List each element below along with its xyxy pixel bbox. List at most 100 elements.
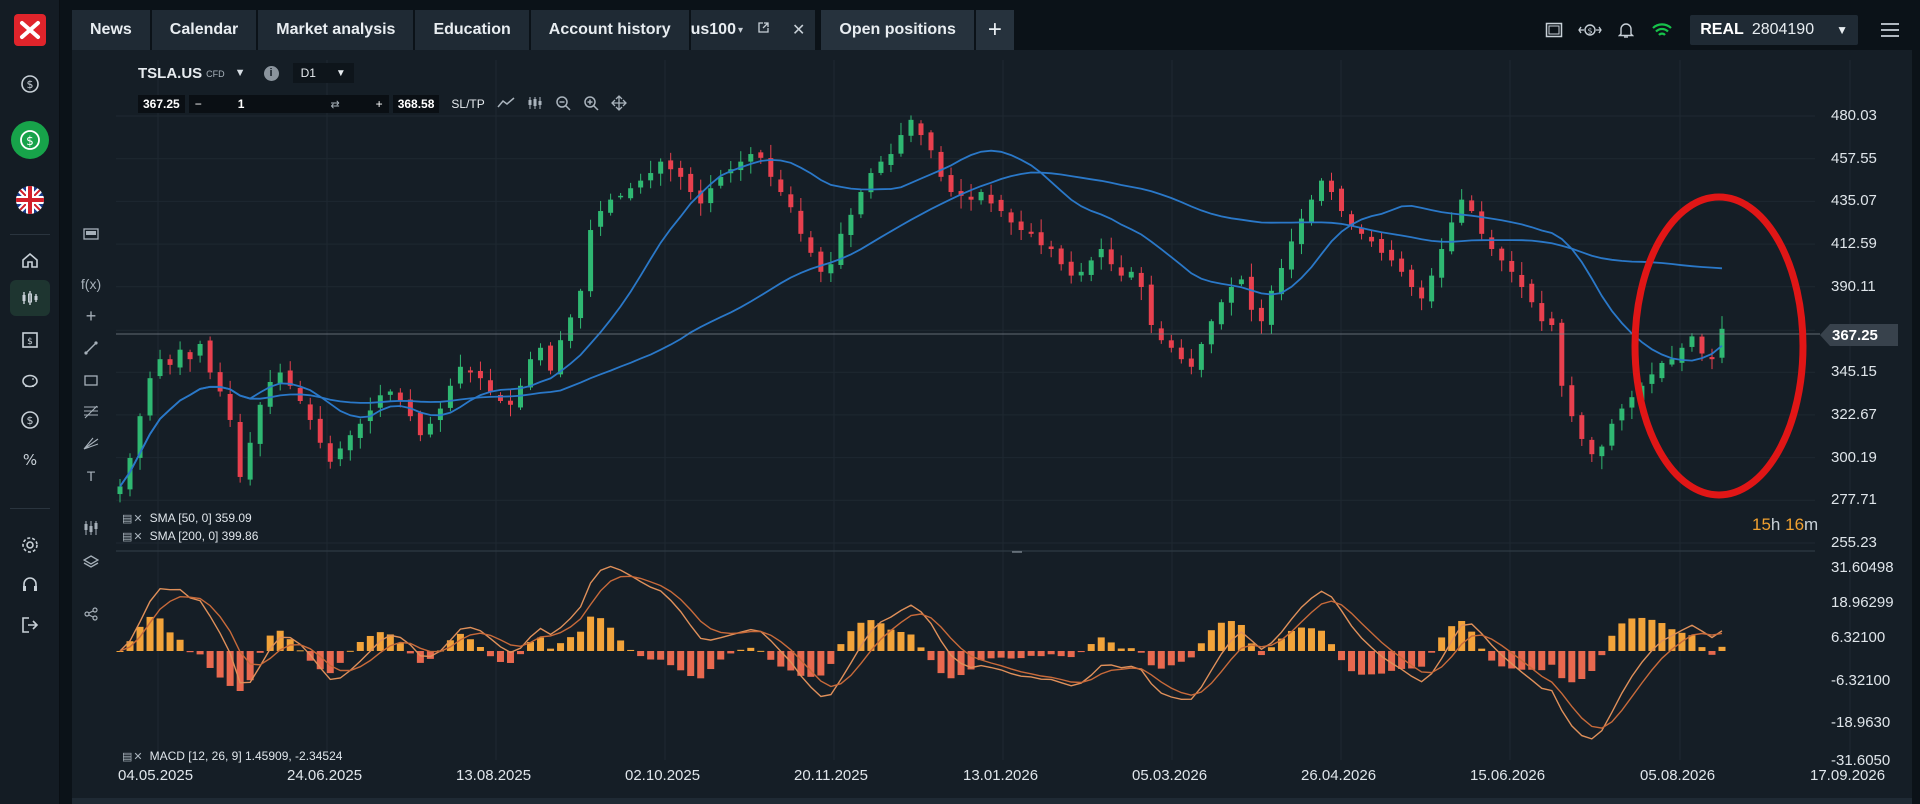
macd-hist-bar bbox=[1267, 647, 1275, 651]
price-tick-label: 480.03 bbox=[1831, 107, 1877, 124]
bear-candle bbox=[778, 179, 784, 193]
plus-icon[interactable]: + bbox=[375, 97, 383, 111]
tab-education[interactable]: Education bbox=[415, 10, 531, 50]
macd-tick-label: 18.96299 bbox=[1831, 594, 1894, 611]
macd-hist-bar bbox=[617, 640, 625, 651]
sltp-button[interactable]: SL/TP bbox=[451, 97, 485, 111]
bull-candle bbox=[588, 230, 594, 292]
bull-candle bbox=[888, 154, 894, 165]
window-icon[interactable] bbox=[1536, 15, 1572, 45]
macd-legend[interactable]: ▤✕ MACD [12, 26, 9] 1.45909, -2.34524 bbox=[122, 749, 342, 763]
external-link-icon[interactable] bbox=[757, 21, 770, 39]
percent-icon[interactable]: % bbox=[10, 442, 50, 478]
add-tab-button[interactable]: + bbox=[975, 10, 1016, 50]
macd-hist-bar bbox=[1007, 651, 1015, 659]
settings-close-icon[interactable]: ▤✕ bbox=[122, 530, 144, 543]
tab-calendar[interactable]: Calendar bbox=[151, 10, 259, 50]
account-selector[interactable]: REAL 2804190 ▼ bbox=[1690, 15, 1858, 45]
layers-icon[interactable] bbox=[78, 552, 104, 572]
account-number: 2804190 bbox=[1751, 21, 1815, 38]
minus-icon[interactable]: − bbox=[194, 97, 202, 111]
sma50-line bbox=[119, 149, 1723, 488]
chart-icon[interactable] bbox=[10, 280, 50, 316]
tab-account-history[interactable]: Account history bbox=[530, 10, 691, 50]
crosshair-icon[interactable]: + bbox=[85, 305, 97, 326]
macd-hist-bar bbox=[1037, 651, 1045, 657]
tab-open-positions[interactable]: Open positions bbox=[821, 10, 976, 50]
bottom-panel-strip bbox=[72, 798, 1912, 804]
tab-label: Market analysis bbox=[276, 21, 396, 38]
news-icon[interactable]: $ bbox=[10, 322, 50, 358]
bull-candle bbox=[738, 161, 744, 171]
bull-candle bbox=[1659, 362, 1665, 379]
macd-hist-bar bbox=[537, 637, 545, 651]
bear-candle bbox=[1329, 180, 1335, 193]
sma200-legend[interactable]: ▤✕ SMA [200, 0] 399.86 bbox=[122, 529, 258, 543]
function-icon[interactable]: f(x) bbox=[80, 276, 102, 292]
caret-down-icon[interactable]: ▼ bbox=[234, 67, 246, 79]
bull-candle bbox=[608, 199, 614, 213]
logout-icon[interactable] bbox=[10, 607, 50, 643]
macd-hist-bar bbox=[1438, 637, 1446, 651]
caret-down-icon[interactable]: ▾ bbox=[737, 24, 743, 36]
settings-icon[interactable] bbox=[10, 527, 50, 563]
chart-panel[interactable] bbox=[72, 50, 1912, 804]
macd-hist-bar bbox=[827, 651, 835, 664]
transfer-icon[interactable]: $ bbox=[1572, 15, 1608, 45]
line-chart-icon[interactable] bbox=[497, 96, 515, 113]
headset-icon[interactable] bbox=[10, 567, 50, 603]
rectangle-icon[interactable] bbox=[78, 370, 104, 390]
sell-price-button[interactable]: 367.25 bbox=[138, 95, 185, 113]
share-icon[interactable] bbox=[78, 604, 104, 624]
dollar-icon[interactable]: $ bbox=[10, 66, 50, 102]
bull-candle bbox=[878, 161, 884, 173]
bear-candle bbox=[1529, 283, 1535, 303]
macd-lines bbox=[119, 565, 1723, 740]
trend-line-icon[interactable] bbox=[78, 338, 104, 358]
dollar-active-icon[interactable]: $ bbox=[10, 121, 50, 159]
zoom-out-icon[interactable] bbox=[555, 95, 571, 114]
tab-symbol-us100[interactable]: us100 ▾ ✕ bbox=[690, 10, 818, 50]
bell-icon[interactable] bbox=[1608, 15, 1644, 45]
macd-hist-bar bbox=[1077, 651, 1085, 653]
macd-hist-bar bbox=[1398, 651, 1406, 669]
quantity-stepper[interactable]: − 1 ⇄ + bbox=[188, 95, 389, 113]
info-icon[interactable]: i bbox=[263, 65, 279, 81]
macd-histogram bbox=[116, 616, 1726, 691]
bear-candle bbox=[227, 393, 233, 420]
zoom-in-icon[interactable] bbox=[583, 95, 599, 114]
xtb-logo-icon[interactable] bbox=[10, 12, 50, 48]
macd-hist-bar bbox=[857, 622, 865, 651]
symbol-name[interactable]: TSLA.US bbox=[138, 64, 203, 82]
bull-candle bbox=[1078, 271, 1084, 276]
sma50-legend[interactable]: ▤✕ SMA [50, 0] 359.09 bbox=[122, 511, 252, 525]
move-icon[interactable] bbox=[610, 94, 627, 114]
buy-price-button[interactable]: 368.58 bbox=[392, 95, 440, 113]
close-icon[interactable]: ✕ bbox=[792, 22, 806, 39]
bull-candle bbox=[618, 195, 624, 198]
home-icon[interactable] bbox=[10, 242, 50, 278]
bear-candle bbox=[1188, 358, 1194, 367]
settings-close-icon[interactable]: ▤✕ bbox=[122, 512, 144, 525]
uk-flag-icon[interactable] bbox=[10, 182, 50, 218]
tab-news[interactable]: News bbox=[72, 10, 152, 50]
pitchfork-icon[interactable] bbox=[78, 434, 104, 454]
settings-close-icon[interactable]: ▤✕ bbox=[122, 750, 144, 763]
hamburger-menu-icon[interactable] bbox=[1872, 15, 1908, 45]
dollar-circle-icon[interactable]: $ bbox=[10, 402, 50, 438]
screenshot-icon[interactable] bbox=[78, 224, 104, 244]
quantity-value[interactable]: 1 bbox=[237, 97, 245, 111]
bull-candle bbox=[708, 188, 714, 204]
timeframe-select[interactable]: D1 ▼ bbox=[292, 63, 354, 83]
macd-hist-bar bbox=[506, 651, 514, 663]
candles-icon[interactable] bbox=[527, 96, 543, 113]
tab-market-analysis[interactable]: Market analysis bbox=[258, 10, 416, 50]
fibonacci-icon[interactable] bbox=[78, 402, 104, 422]
text-tool-icon[interactable]: T bbox=[86, 468, 96, 484]
piggy-bank-icon[interactable] bbox=[10, 362, 50, 398]
macd-hist-bar bbox=[1157, 651, 1165, 669]
refresh-icon[interactable]: ⇄ bbox=[330, 98, 340, 111]
indicators-icon[interactable] bbox=[78, 518, 104, 538]
macd-line bbox=[119, 565, 1723, 740]
